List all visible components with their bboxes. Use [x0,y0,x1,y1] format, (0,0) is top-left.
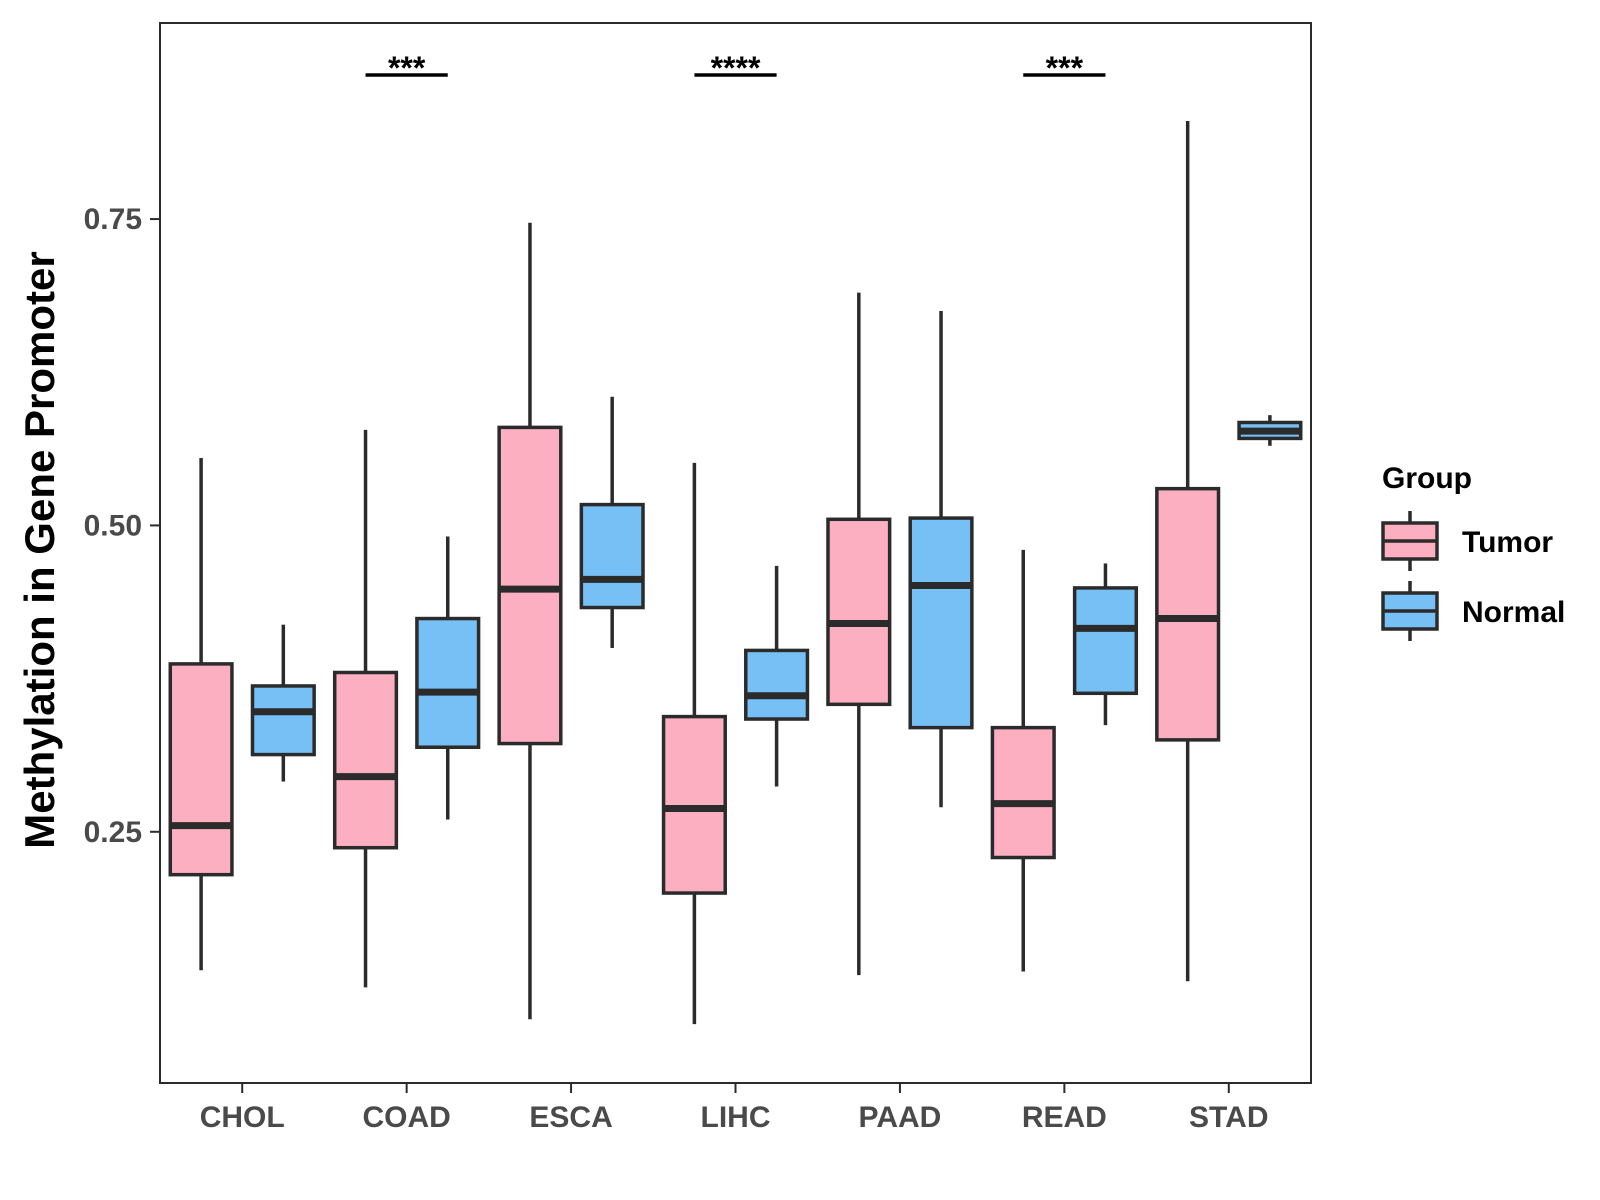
significance-label: *** [1046,50,1084,86]
iqr-box [579,502,645,610]
box-tumor-paad [826,292,892,976]
box-normal-lihc [744,565,810,787]
box-normal-esca [579,396,645,648]
panel-border [159,22,1312,1084]
box-tumor-lihc [661,462,727,1025]
legend: Group Tumor Normal [1381,462,1565,641]
iqr-box [826,517,892,707]
box-tumor-chol [168,458,234,971]
box-tumor-coad [332,429,399,988]
x-tick-label-coad: COAD [362,1101,450,1134]
iqr-box [744,648,810,721]
legend-entry-normal: Normal [1381,581,1565,641]
significance-read: *** [1023,50,1106,86]
iqr-box [497,425,563,746]
iqr-box [415,616,481,749]
legend-label: Normal [1462,596,1565,629]
x-axis: CHOL COAD ESCA LIHC PAAD READ STAD [200,1083,1269,1134]
box-normal-coad [415,536,481,820]
x-tick-label-lihc: LIHC [701,1101,771,1134]
x-tick-label-chol: CHOL [200,1101,285,1134]
x-tick-label-esca: ESCA [529,1101,612,1134]
box-normal-paad [908,310,974,808]
iqr-box [990,725,1056,860]
y-tick-label: 0.50 [84,509,142,542]
x-tick-label-stad: STAD [1189,1101,1268,1134]
box-tumor-esca [497,222,563,1020]
iqr-box [1072,586,1139,696]
significance-coad: *** [365,50,448,86]
iqr-box [250,684,316,757]
iqr-box [332,670,399,850]
iqr-box [1155,486,1221,742]
legend-entry-tumor: Tumor [1381,511,1553,571]
significance-label: **** [711,50,761,86]
y-tick-label: 0.25 [84,816,142,849]
y-axis-title: Methylation in Gene Promoter [16,251,63,848]
box-normal-stad [1237,415,1303,446]
iqr-box [908,516,974,730]
iqr-box [661,714,727,895]
box-normal-chol [250,624,316,782]
iqr-box [168,662,234,877]
x-tick-label-paad: PAAD [859,1101,942,1134]
box-tumor-stad [1155,121,1221,982]
box-tumor-read [990,549,1056,972]
significance-label: *** [388,50,426,86]
significance-lihc: **** [694,50,777,86]
x-tick-label-read: READ [1022,1101,1107,1134]
y-axis: 0.25 0.50 0.75 [84,203,160,849]
plot-area: *** **** *** [159,22,1312,1084]
y-tick-label: 0.75 [84,203,142,236]
box-normal-read [1072,563,1139,726]
legend-title: Group [1382,462,1472,495]
legend-label: Tumor [1462,526,1553,559]
